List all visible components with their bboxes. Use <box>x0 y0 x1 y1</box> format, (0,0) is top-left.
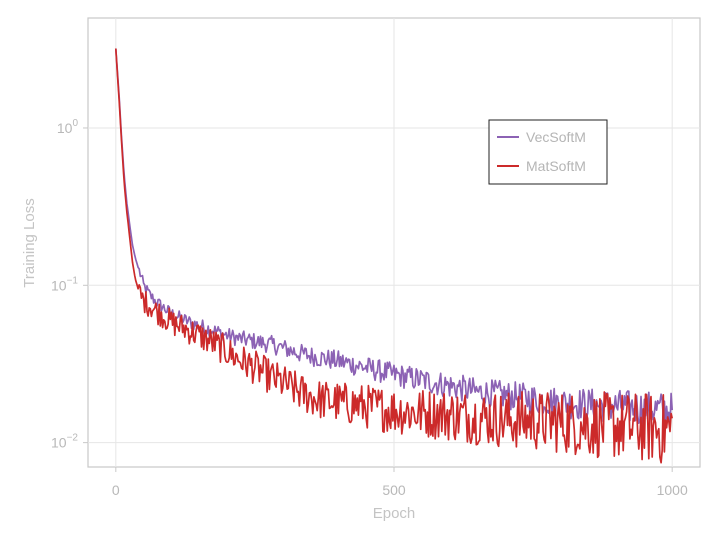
legend-label-vecsoftm: VecSoftM <box>526 129 586 145</box>
legend-label-matsoftm: MatSoftM <box>526 158 586 174</box>
y-tick-label: 100 <box>57 118 79 136</box>
legend: VecSoftM MatSoftM <box>488 119 608 185</box>
x-tick-label: 500 <box>382 482 406 498</box>
series-line-matsoftm <box>114 48 674 464</box>
series-line-vecsoftm <box>114 48 674 429</box>
y-tick-label: 10−1 <box>51 275 78 293</box>
y-tick-label: 10−2 <box>51 433 78 451</box>
legend-box <box>488 119 608 185</box>
x-tick-label: 1000 <box>657 482 688 498</box>
y-axis-label: Training Loss <box>21 198 38 288</box>
x-tick-label: 0 <box>112 482 120 498</box>
x-axis-label: Epoch <box>373 505 416 522</box>
axis-ticks: 0 500 1000 100 10−1 10−2 <box>51 118 688 498</box>
data-series <box>114 48 674 464</box>
